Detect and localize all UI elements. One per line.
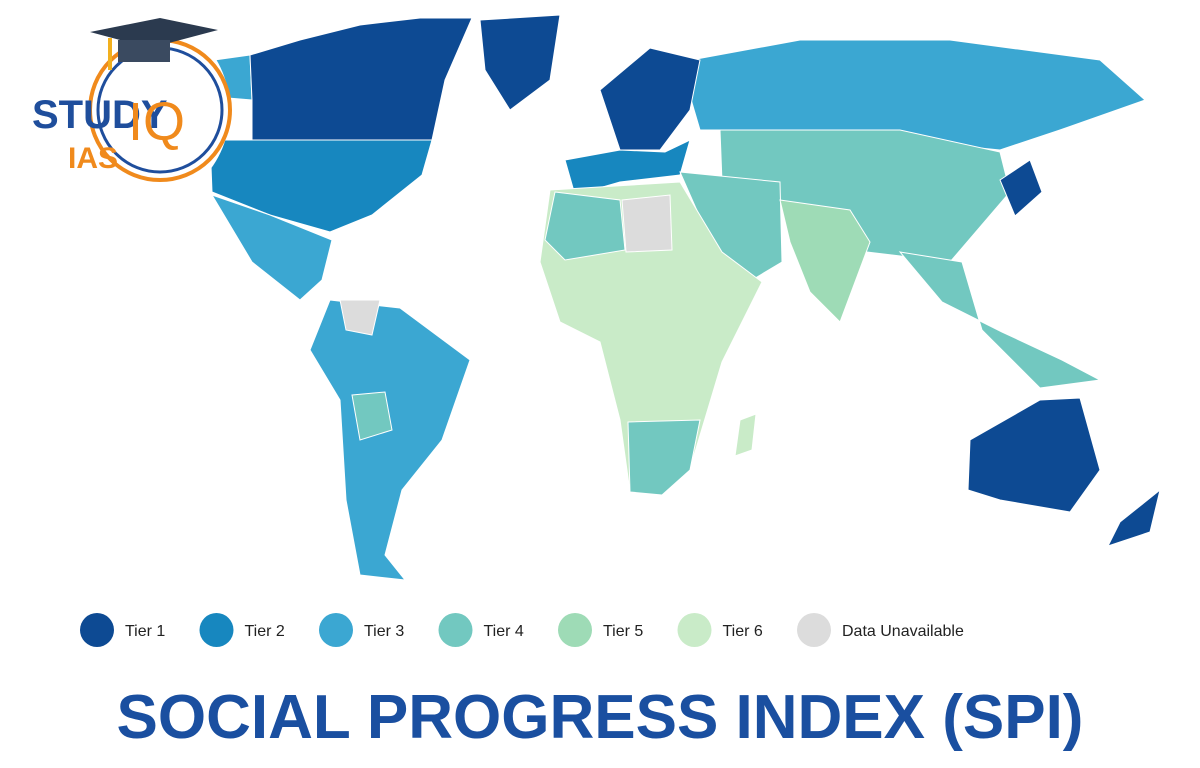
page-title: SOCIAL PROGRESS INDEX (SPI) bbox=[117, 683, 1084, 752]
legend-label: Tier 5 bbox=[603, 623, 643, 640]
legend-swatch bbox=[319, 613, 353, 647]
new-zealand bbox=[1107, 488, 1161, 547]
legend-label: Tier 4 bbox=[484, 623, 524, 640]
legend-label: Tier 6 bbox=[723, 623, 763, 640]
legend-swatch bbox=[80, 613, 114, 647]
logo-badge bbox=[30, 10, 230, 210]
graduation-cap bbox=[118, 40, 170, 62]
southern-africa bbox=[627, 419, 701, 496]
bolivia bbox=[351, 391, 393, 441]
logo-mark: IQ bbox=[128, 92, 185, 152]
japan bbox=[999, 159, 1043, 217]
logo-brand: STUDY bbox=[32, 93, 168, 137]
legend-label: Data Unavailable bbox=[842, 623, 964, 640]
logo-sub: IAS bbox=[68, 142, 118, 175]
world-map bbox=[199, 14, 1161, 581]
legend-swatch bbox=[677, 613, 712, 647]
legend-swatch bbox=[797, 613, 831, 647]
southeast-asia bbox=[898, 251, 1102, 389]
india bbox=[779, 199, 871, 323]
canada bbox=[249, 17, 473, 151]
legend-swatch bbox=[438, 613, 473, 647]
legend-label: Tier 2 bbox=[245, 623, 285, 640]
northern-europe bbox=[599, 47, 701, 151]
mexico-central-america bbox=[210, 194, 333, 301]
legend-label: Tier 1 bbox=[125, 623, 165, 640]
libya bbox=[621, 194, 673, 253]
legend-swatch bbox=[199, 613, 234, 647]
usa bbox=[209, 139, 433, 233]
legend: Tier 1 Tier 2 Tier 3 Tier 4 Tier 5 Tier 6 Data… bbox=[80, 613, 964, 647]
south-america bbox=[309, 299, 471, 581]
greenland bbox=[479, 14, 561, 111]
australia bbox=[967, 397, 1101, 513]
legend-label: Tier 3 bbox=[364, 623, 404, 640]
northern-africa bbox=[544, 191, 626, 261]
venezuela bbox=[339, 299, 381, 336]
legend-swatch bbox=[558, 613, 592, 647]
madagascar bbox=[734, 413, 757, 457]
logo: STUDY IQ IAS bbox=[30, 10, 232, 210]
